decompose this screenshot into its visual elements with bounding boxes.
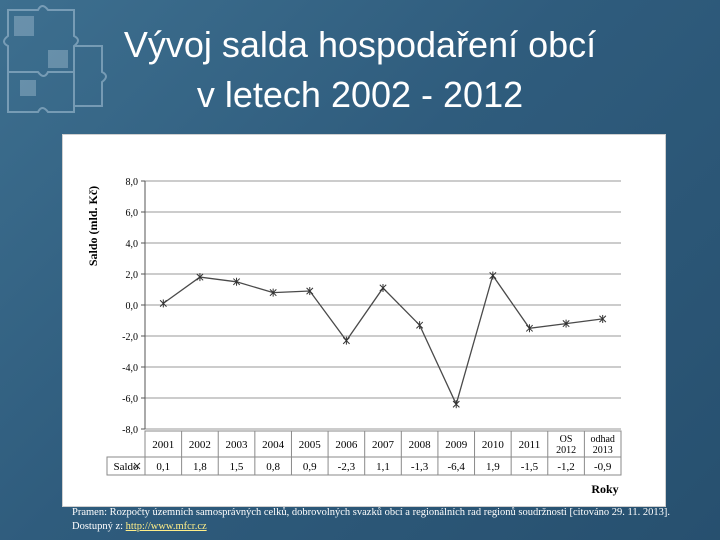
data-value-label: -2,3 [338,461,356,473]
y-tick-label: 0,0 [126,301,139,312]
data-value-label: -1,5 [521,461,539,473]
x-axis-label: Roky [591,482,618,496]
slide-title-line-1: Vývoj salda hospodaření obcí [123,24,597,65]
y-tick-label: -6,0 [122,394,138,405]
data-point [342,336,350,345]
data-point [489,271,497,280]
line-chart: 8,0 6,0 4,0 2,0 0,0 -2,0 -4,0 -6,0 -8,0 2001 2002… [86,177,622,496]
data-value-label: 1,1 [376,461,390,473]
category-label: 2002 [189,439,211,451]
data-point [452,400,460,409]
category-label: 2007 [372,439,395,451]
data-point [306,287,314,296]
chart-panel: 8,0 6,0 4,0 2,0 0,0 -2,0 -4,0 -6,0 -8,0 2001 2002… [62,134,666,507]
source-note: Pramen: Rozpočty územních samosprávných … [72,506,702,534]
category-label: 2006 [335,439,358,451]
legend-marker [133,462,141,470]
data-value-label: -0,9 [594,461,612,473]
slide-title-line-2: v letech 2002 - 2012 [196,74,524,115]
category-label: 2009 [445,439,468,451]
category-label: odhad [590,434,614,445]
data-value-label: 0,1 [156,461,170,473]
source-link[interactable]: http://www.mfcr.cz [125,521,207,532]
data-value-label: 0,8 [266,461,280,473]
data-point [159,299,167,308]
data-point [379,283,387,292]
category-label: 2011 [519,439,541,451]
data-point [269,288,277,297]
y-tick-label: 6,0 [126,208,139,219]
data-value-label: -1,3 [411,461,429,473]
category-label: 2010 [482,439,505,451]
category-label: 2004 [262,439,285,451]
data-value-label: -6,4 [448,461,466,473]
data-value-label: -1,2 [557,461,574,473]
data-point [525,324,534,333]
y-tick-label: 8,0 [126,177,139,188]
category-label: OS [560,434,573,445]
y-tick-label: -8,0 [122,425,138,436]
category-label: 2005 [299,439,322,451]
data-point [196,273,204,282]
data-value-label: 0,9 [303,461,317,473]
data-value-label: 1,5 [230,461,244,473]
data-point [416,321,424,330]
source-text: Pramen: Rozpočty územních samosprávných … [72,507,670,532]
y-tick-label: 4,0 [126,239,139,250]
data-value-label: 1,8 [193,461,207,473]
y-tick-label: 2,0 [126,270,139,281]
y-tick-label: -4,0 [122,363,138,374]
puzzle-logo-icon [3,5,107,113]
table-value-row [106,456,622,476]
data-point [562,319,570,328]
category-label: 2012 [556,445,576,456]
data-point [599,314,607,323]
series-name-label: Saldo [113,461,139,473]
y-axis-label: Saldo (mld. Kč) [86,186,100,266]
category-label: 2008 [409,439,432,451]
category-label: 2003 [226,439,249,451]
data-value-label: 1,9 [486,461,500,473]
y-tick-label: -2,0 [122,332,138,343]
data-point [232,277,241,286]
category-label: 2013 [593,445,613,456]
category-label: 2001 [152,439,174,451]
series-line [162,274,603,407]
